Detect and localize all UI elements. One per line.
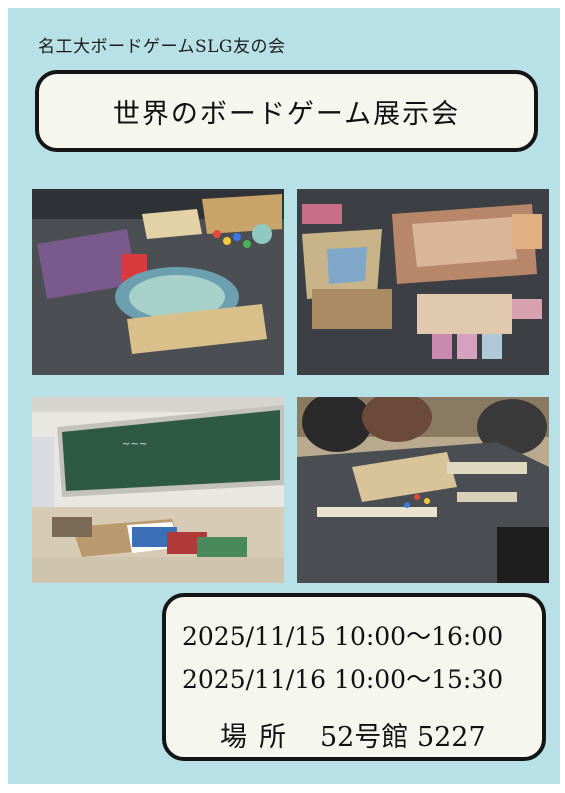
- schedule-day1: 2025/11/15 10:00～16:00: [182, 622, 504, 651]
- players-photo-icon: [297, 397, 549, 583]
- photo-board-game-1: [32, 189, 284, 375]
- photo-players: [297, 397, 549, 583]
- board-game-photo-icon: [32, 189, 284, 375]
- venue-label: 場所: [220, 722, 298, 753]
- event-title: 世界のボードゲーム展示会: [112, 98, 461, 130]
- club-name: 名工大ボードゲームSLG友の会: [38, 37, 286, 57]
- poster: 名工大ボードゲームSLG友の会 世界のボードゲーム展示会: [8, 8, 560, 784]
- title-box: 世界のボードゲーム展示会: [35, 70, 538, 152]
- svg-text:~~~: ~~~: [122, 439, 147, 450]
- event-info-box: 2025/11/15 10:00～16:00 2025/11/16 10:00～…: [162, 593, 546, 761]
- photo-board-game-2: [297, 189, 549, 375]
- venue-value: 52号館 5227: [320, 722, 486, 753]
- venue-row: 場所 52号館 5227: [220, 715, 486, 754]
- schedule-day2: 2025/11/16 10:00～15:30: [182, 665, 504, 694]
- photo-classroom: ~~~: [32, 397, 284, 583]
- board-game-photo-icon: [297, 189, 549, 375]
- classroom-photo-icon: ~~~: [32, 397, 284, 583]
